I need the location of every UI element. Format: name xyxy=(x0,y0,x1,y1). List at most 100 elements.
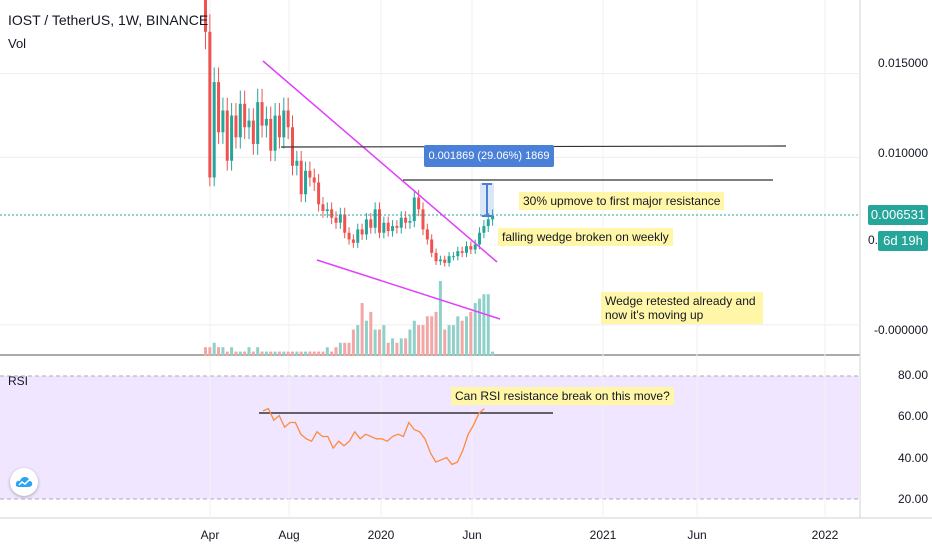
candle xyxy=(382,216,386,239)
wedge-upper-line xyxy=(262,60,498,263)
volume-bar xyxy=(291,351,294,356)
rsi-band xyxy=(0,376,860,499)
volume-bar xyxy=(482,294,486,356)
candle xyxy=(312,168,316,192)
candle xyxy=(360,223,364,240)
candle xyxy=(308,161,312,187)
tradingview-logo[interactable] xyxy=(10,468,38,496)
volume-bar xyxy=(382,325,386,356)
volume-bar xyxy=(243,351,247,356)
volume-bar xyxy=(330,351,334,356)
volume-bar xyxy=(478,298,482,356)
candle xyxy=(221,97,225,144)
volume-bar xyxy=(299,351,303,356)
candle xyxy=(364,213,368,240)
volume-bar xyxy=(456,316,460,356)
volume-bar xyxy=(378,329,381,356)
candle xyxy=(330,202,334,225)
candle xyxy=(286,97,290,140)
candle xyxy=(212,67,216,187)
volume-bar xyxy=(334,347,338,356)
volume-bar xyxy=(225,351,229,356)
candle xyxy=(443,255,447,267)
volume-bar xyxy=(304,351,308,356)
volume-bar xyxy=(277,351,281,356)
candle xyxy=(217,67,221,144)
volume-bar xyxy=(351,329,355,356)
volume-bar xyxy=(212,342,216,356)
volume-bar xyxy=(438,281,442,356)
candle xyxy=(421,202,425,236)
candle xyxy=(317,173,321,212)
rsi-tick-label: 20.00 xyxy=(897,492,928,506)
volume-bar xyxy=(347,342,351,356)
candle xyxy=(325,202,329,218)
volume-bar xyxy=(260,351,264,356)
volume-bar xyxy=(364,320,368,356)
volume-bar xyxy=(443,329,447,356)
volume-bar xyxy=(251,351,255,356)
price-tick-label-partial: 0. xyxy=(868,233,879,247)
rsi-tick-label: 80.00 xyxy=(897,368,928,382)
volume-bar xyxy=(469,311,473,356)
volume-bar xyxy=(247,347,251,356)
gridlines xyxy=(0,0,860,518)
time-axis-label: Aug xyxy=(278,528,300,542)
candle xyxy=(386,216,390,237)
candle xyxy=(434,248,438,266)
candle xyxy=(412,189,416,228)
volume-bar xyxy=(473,303,477,356)
candle xyxy=(247,108,251,140)
time-axis-label: 2020 xyxy=(367,528,395,542)
candles xyxy=(204,0,495,267)
volume-bar xyxy=(217,347,221,356)
volume-bar xyxy=(434,311,438,356)
price-tick-label: 0.015000 xyxy=(877,56,928,70)
candle xyxy=(447,252,451,267)
time-axis-label: 2022 xyxy=(811,528,839,542)
candle xyxy=(356,223,360,248)
volume-bar xyxy=(360,303,364,356)
candle xyxy=(460,246,464,258)
candle xyxy=(478,227,482,250)
rsi-tick-label: 40.00 xyxy=(897,451,928,465)
volume-bar xyxy=(373,329,377,356)
candle xyxy=(304,161,308,203)
cloud-icon xyxy=(15,477,33,487)
volume-bar xyxy=(412,320,416,356)
volume-bar xyxy=(391,338,395,356)
volume-bar xyxy=(234,351,238,356)
volume-bar xyxy=(308,351,312,356)
volume-bar xyxy=(256,347,260,356)
volume-bar xyxy=(338,342,342,356)
time-axis-label: Apr xyxy=(200,528,220,542)
candle xyxy=(438,255,442,266)
rsi-tick-label: 60.00 xyxy=(897,409,928,423)
candle xyxy=(334,211,338,229)
wedge-lower-line xyxy=(316,259,501,320)
candle xyxy=(369,213,373,234)
volume-bar xyxy=(417,325,421,356)
volume-bar xyxy=(421,325,425,356)
volume-bar xyxy=(356,325,360,356)
volume-bar xyxy=(460,320,464,356)
volume-bar xyxy=(386,342,390,356)
candle xyxy=(204,0,207,50)
volume-bar xyxy=(264,351,268,356)
volume-bar xyxy=(486,294,490,356)
countdown-tag: 6d 19h xyxy=(878,231,928,251)
volume-bar xyxy=(465,316,468,356)
candle xyxy=(260,88,264,138)
chart-title: IOST / TetherUS, 1W, BINANCE xyxy=(8,12,209,28)
candle xyxy=(269,106,273,162)
volume-bar xyxy=(399,338,403,356)
candle xyxy=(391,220,395,237)
time-axis-label: Jun xyxy=(687,528,707,542)
volume-bar xyxy=(395,342,399,356)
candle xyxy=(243,90,247,140)
candle xyxy=(282,97,286,149)
candle xyxy=(456,246,460,261)
measure-label: 0.001869 (29.06%) 1869 xyxy=(424,145,554,167)
candle xyxy=(378,202,381,239)
